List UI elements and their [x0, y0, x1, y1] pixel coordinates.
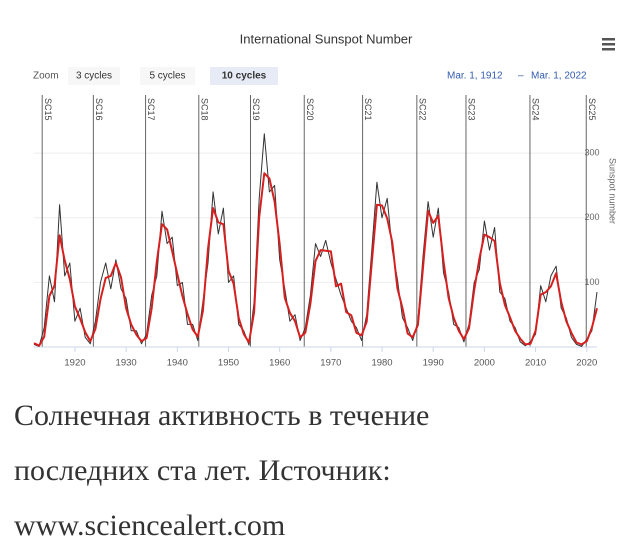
chart-title: International Sunspot Number: [240, 31, 413, 46]
zoom-button-label: 3 cycles: [76, 71, 112, 82]
zoom-button-label: 10 cycles: [222, 71, 267, 82]
caption: Солнечная активность в течение последних …: [14, 388, 634, 553]
caption-line: www.sciencealert.com: [14, 509, 286, 542]
range-separator: –: [518, 71, 524, 82]
cycle-label: SC22: [417, 98, 427, 121]
series-line: [33, 172, 598, 347]
x-tick-label: 1920: [64, 358, 85, 369]
chart: International Sunspot Number Zoom Mar. 1…: [33, 31, 618, 369]
zoom-button[interactable]: [210, 67, 278, 85]
menu-icon[interactable]: [602, 38, 615, 51]
x-tick-label: 1940: [167, 358, 188, 369]
zoom-button[interactable]: [140, 67, 195, 85]
cycle-label: SC23: [467, 98, 477, 121]
x-tick-label: 2000: [474, 358, 495, 369]
y-tick-label: 200: [584, 212, 599, 222]
zoom-button[interactable]: [68, 67, 120, 85]
x-tick-label: 1930: [116, 358, 137, 369]
range-from: Mar. 1, 1912: [447, 71, 503, 82]
x-tick-label: 1990: [423, 358, 444, 369]
cycle-label: SC25: [587, 98, 597, 121]
y-axis-label: Sunspot number: [608, 158, 618, 224]
x-tick-label: 1960: [269, 358, 290, 369]
x-tick-label: 2020: [576, 358, 597, 369]
x-tick-label: 2010: [525, 358, 546, 369]
x-tick-label: 1980: [371, 358, 392, 369]
cycle-label: SC18: [199, 98, 209, 121]
y-tick-label: 300: [584, 148, 599, 158]
cycle-label: SC16: [94, 98, 104, 121]
cycle-label: SC20: [305, 98, 315, 121]
range-to: Mar. 1, 2022: [531, 71, 587, 82]
caption-line: последних ста лет. Источник:: [14, 454, 391, 487]
caption-line: Солнечная активность в течение: [14, 399, 430, 432]
x-tick-label: 1950: [218, 358, 239, 369]
cycle-label: SC24: [531, 98, 541, 121]
zoom-button-label: 5 cycles: [149, 71, 185, 82]
cycle-label: SC17: [146, 98, 156, 121]
y-tick-label: 100: [584, 277, 599, 287]
cycle-label: SC19: [251, 98, 261, 121]
series-line: [33, 133, 598, 347]
cycle-label: SC15: [43, 98, 53, 121]
cycle-label: SC21: [363, 98, 373, 121]
x-tick-label: 1970: [320, 358, 341, 369]
zoom-label: Zoom: [33, 71, 59, 82]
